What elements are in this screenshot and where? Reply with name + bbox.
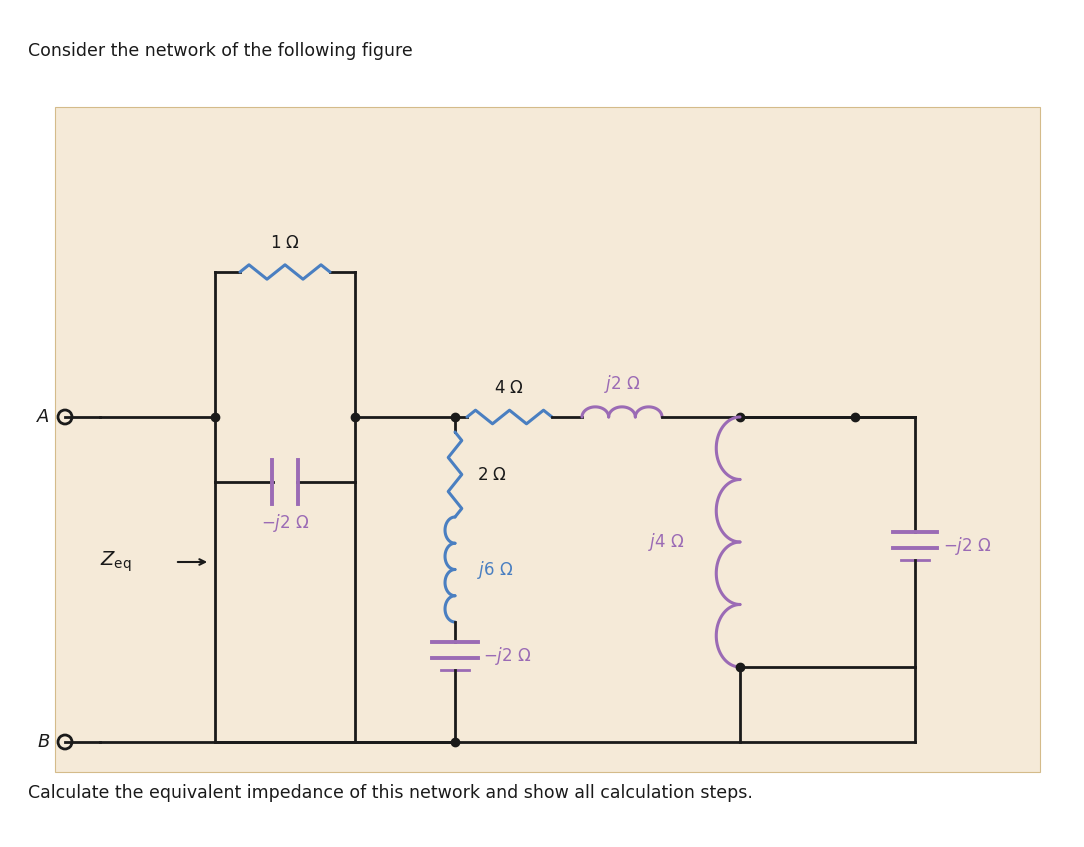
Text: $Z_{\mathrm{eq}}$: $Z_{\mathrm{eq}}$ xyxy=(100,550,131,574)
Text: $2\ \Omega$: $2\ \Omega$ xyxy=(477,466,507,484)
Text: $4\ \Omega$: $4\ \Omega$ xyxy=(494,379,525,397)
FancyBboxPatch shape xyxy=(55,107,1040,772)
Text: $-j2\ \Omega$: $-j2\ \Omega$ xyxy=(943,535,992,557)
Text: $-j2\ \Omega$: $-j2\ \Omega$ xyxy=(260,512,309,534)
Text: $j4\ \Omega$: $j4\ \Omega$ xyxy=(648,531,685,553)
Text: $j2\ \Omega$: $j2\ \Omega$ xyxy=(604,373,641,395)
Text: $-j2\ \Omega$: $-j2\ \Omega$ xyxy=(483,645,531,667)
Text: Consider the network of the following figure: Consider the network of the following fi… xyxy=(28,42,413,60)
Text: Calculate the equivalent impedance of this network and show all calculation step: Calculate the equivalent impedance of th… xyxy=(28,784,753,802)
Text: $1\ \Omega$: $1\ \Omega$ xyxy=(270,234,300,252)
Text: $j6\ \Omega$: $j6\ \Omega$ xyxy=(477,558,514,580)
Text: $B$: $B$ xyxy=(37,733,50,751)
Text: $A$: $A$ xyxy=(36,408,50,426)
